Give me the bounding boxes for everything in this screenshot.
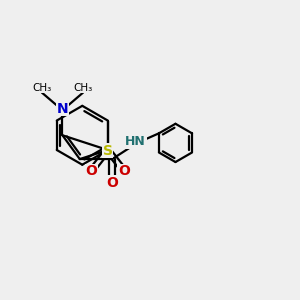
Text: N: N — [57, 102, 68, 116]
Text: S: S — [103, 144, 113, 158]
Text: O: O — [118, 164, 130, 178]
Text: CH₃: CH₃ — [32, 83, 52, 93]
Text: HN: HN — [125, 135, 146, 148]
Text: CH₃: CH₃ — [74, 83, 93, 93]
Text: O: O — [85, 164, 98, 178]
Text: O: O — [106, 176, 118, 190]
